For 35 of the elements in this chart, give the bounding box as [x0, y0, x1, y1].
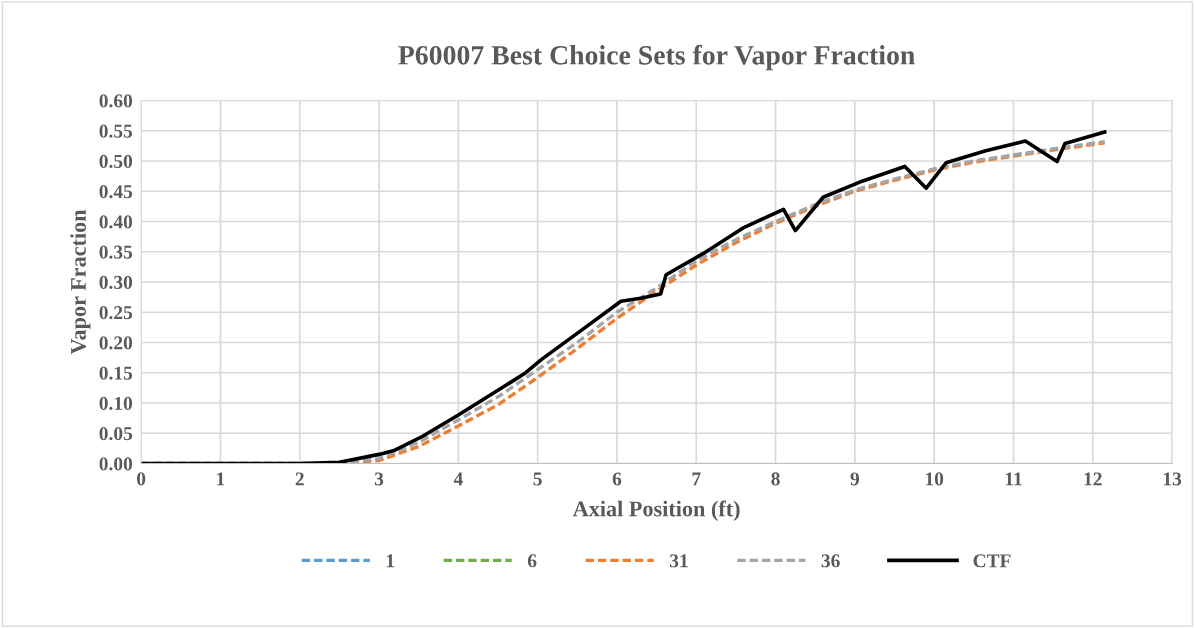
- x-tick-label: 4: [453, 472, 463, 486]
- x-tick-label: 8: [771, 472, 780, 486]
- x-tick-label: 3: [374, 472, 384, 486]
- y-tick-label: 0.10: [99, 396, 133, 410]
- x-tick-label: 13: [1163, 472, 1182, 486]
- x-tick-label: 9: [850, 472, 860, 486]
- x-tick-label: 5: [533, 472, 542, 486]
- y-tick-label: 0.00: [99, 457, 133, 471]
- x-tick-label: 10: [926, 472, 944, 486]
- legend-label: 36: [821, 554, 840, 568]
- y-tick-label: 0.20: [99, 336, 133, 350]
- x-tick-label: 12: [1084, 472, 1102, 486]
- x-tick-label: 2: [295, 472, 304, 486]
- x-tick-label: 7: [692, 472, 701, 486]
- x-tick-label: 6: [612, 472, 622, 486]
- legend-label: 1: [386, 554, 395, 568]
- y-tick-label: 0.45: [99, 185, 133, 199]
- y-tick-label: 0.30: [99, 275, 133, 289]
- y-tick-label: 0.35: [99, 245, 133, 259]
- y-tick-label: 0.50: [99, 154, 133, 168]
- y-tick-label: 0.05: [99, 427, 133, 441]
- y-axis-title: Vapor Fraction: [70, 209, 91, 355]
- y-tick-label: 0.25: [99, 306, 133, 320]
- legend-label: 31: [669, 554, 688, 568]
- y-tick-label: 0.60: [99, 94, 133, 108]
- y-tick-label: 0.40: [99, 215, 133, 229]
- x-axis-title: Axial Position (ft): [572, 500, 740, 521]
- legend-label: CTF: [973, 554, 1011, 568]
- y-tick-label: 0.55: [99, 124, 133, 138]
- legend-label: 6: [527, 554, 537, 568]
- y-tick-label: 0.15: [99, 366, 133, 380]
- x-tick-label: 11: [1005, 472, 1022, 486]
- x-tick-label: 0: [137, 472, 146, 486]
- x-tick-label: 1: [217, 472, 225, 486]
- chart-title: P60007 Best Choice Sets for Vapor Fraction: [398, 44, 915, 71]
